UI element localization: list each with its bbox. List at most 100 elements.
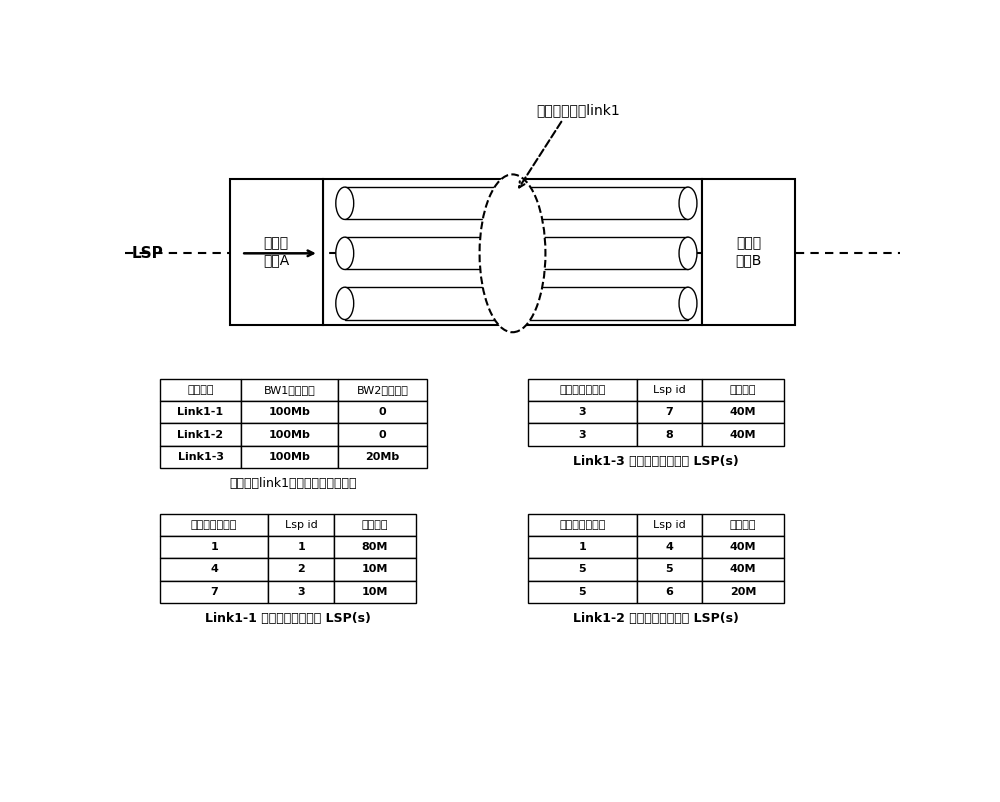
Bar — [637, 581, 702, 603]
Bar — [241, 423, 338, 446]
Text: 1: 1 — [297, 542, 305, 552]
Text: Link1-3: Link1-3 — [178, 452, 224, 462]
Bar — [637, 558, 702, 581]
Bar — [338, 446, 427, 468]
Text: 40M: 40M — [730, 565, 756, 574]
Bar — [702, 581, 784, 603]
Bar — [334, 513, 416, 536]
Text: 1: 1 — [578, 542, 586, 552]
Bar — [338, 379, 427, 401]
Bar — [338, 401, 427, 423]
Bar — [702, 513, 784, 536]
Bar — [528, 558, 637, 581]
Bar — [345, 187, 688, 220]
Text: 0: 0 — [379, 407, 386, 417]
Bar — [528, 401, 637, 423]
Text: 5: 5 — [666, 565, 673, 574]
Bar — [637, 423, 702, 446]
Text: 100Mb: 100Mb — [269, 452, 311, 462]
Text: 包交换
节点A: 包交换 节点A — [263, 237, 289, 267]
Ellipse shape — [336, 237, 354, 269]
Bar — [160, 558, 268, 581]
Bar — [334, 536, 416, 558]
Text: 保持优先级等级: 保持优先级等级 — [559, 385, 605, 395]
Bar — [637, 401, 702, 423]
Text: 80M: 80M — [362, 542, 388, 552]
Text: Link1-1: Link1-1 — [178, 407, 224, 417]
Text: 100Mb: 100Mb — [269, 430, 311, 439]
Bar — [334, 581, 416, 603]
Text: 4: 4 — [210, 565, 218, 574]
Bar — [528, 581, 637, 603]
Text: 40M: 40M — [730, 430, 756, 439]
Bar — [268, 558, 334, 581]
Text: 1: 1 — [210, 542, 218, 552]
Bar — [160, 401, 241, 423]
Bar — [702, 379, 784, 401]
Ellipse shape — [336, 187, 354, 220]
Text: 20M: 20M — [730, 587, 756, 597]
Text: 一条聚合链路link1: 一条聚合链路link1 — [536, 103, 620, 117]
Text: 20Mb: 20Mb — [366, 452, 400, 462]
Bar — [241, 401, 338, 423]
Text: Link1-1: Link1-1 — [493, 196, 539, 210]
Bar — [323, 179, 702, 325]
Text: 占用带宽: 占用带宽 — [730, 385, 756, 395]
Text: Lsp id: Lsp id — [285, 520, 318, 530]
Bar — [334, 558, 416, 581]
Text: 包交换
节点B: 包交换 节点B — [736, 237, 762, 267]
Text: Link1-1 成员链路中包含的 LSP(s): Link1-1 成员链路中包含的 LSP(s) — [205, 612, 371, 625]
Text: 0: 0 — [379, 430, 386, 439]
Bar — [160, 513, 268, 536]
Text: 10M: 10M — [362, 565, 388, 574]
Text: LSP: LSP — [131, 246, 163, 261]
Text: 5: 5 — [578, 565, 586, 574]
Bar — [160, 379, 241, 401]
Text: 5: 5 — [578, 587, 586, 597]
Ellipse shape — [679, 237, 697, 269]
Bar — [637, 536, 702, 558]
Bar — [702, 179, 795, 325]
Text: 成员链路: 成员链路 — [187, 385, 214, 395]
Bar — [160, 423, 241, 446]
Text: 40M: 40M — [730, 542, 756, 552]
Bar — [160, 536, 268, 558]
Text: Lsp id: Lsp id — [653, 385, 686, 395]
Text: 10M: 10M — [362, 587, 388, 597]
Bar — [528, 423, 637, 446]
Text: BW2剩余带宽: BW2剩余带宽 — [357, 385, 409, 395]
Bar — [637, 379, 702, 401]
Bar — [268, 536, 334, 558]
Bar — [241, 379, 338, 401]
Ellipse shape — [480, 174, 545, 332]
Text: 聚合链路link1中各成员链路示意图: 聚合链路link1中各成员链路示意图 — [230, 477, 357, 490]
Bar — [528, 536, 637, 558]
Text: Link1-3 成员链路中包含的 LSP(s): Link1-3 成员链路中包含的 LSP(s) — [573, 455, 739, 468]
Text: Link1-3: Link1-3 — [493, 297, 539, 310]
Text: 6: 6 — [666, 587, 673, 597]
Text: 40M: 40M — [730, 407, 756, 417]
Text: 占用带宽: 占用带宽 — [362, 520, 388, 530]
Bar — [528, 513, 637, 536]
Bar — [268, 513, 334, 536]
Ellipse shape — [679, 287, 697, 319]
Text: Lsp id: Lsp id — [653, 520, 686, 530]
Bar — [338, 423, 427, 446]
Bar — [268, 581, 334, 603]
Bar — [345, 237, 688, 269]
Ellipse shape — [336, 287, 354, 319]
Text: Link1-2: Link1-2 — [493, 247, 539, 260]
Text: 保持优先级等级: 保持优先级等级 — [191, 520, 237, 530]
Text: 3: 3 — [578, 430, 586, 439]
Bar — [230, 179, 323, 325]
Text: 100Mb: 100Mb — [269, 407, 311, 417]
Bar — [528, 379, 637, 401]
Bar — [160, 581, 268, 603]
Text: 占用带宽: 占用带宽 — [730, 520, 756, 530]
Text: 3: 3 — [578, 407, 586, 417]
Text: 3: 3 — [298, 587, 305, 597]
Bar — [702, 536, 784, 558]
Bar — [345, 287, 688, 319]
Text: Link1-2 成员链路中包含的 LSP(s): Link1-2 成员链路中包含的 LSP(s) — [573, 612, 739, 625]
Text: 保持优先级等级: 保持优先级等级 — [559, 520, 605, 530]
